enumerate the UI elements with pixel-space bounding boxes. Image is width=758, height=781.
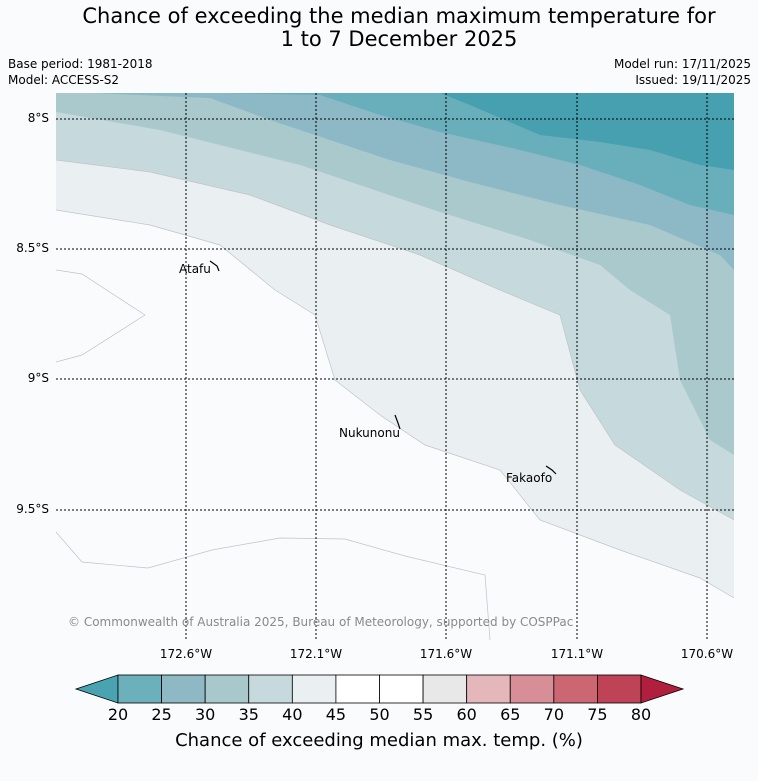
lon-label-172-1: 172.1°W	[289, 647, 343, 661]
colorbar-cell	[117, 674, 162, 704]
colorbar-tick-label: 55	[412, 705, 434, 724]
issued-date: Issued: 19/11/2025	[635, 73, 751, 87]
contour-40-edge	[55, 159, 735, 521]
colorbar-cell	[161, 674, 206, 704]
lat-label-9-5: 9.5°S	[16, 502, 49, 516]
colorbar-cell	[422, 674, 468, 704]
contour-45-edge	[55, 209, 735, 599]
atoll-nukunonu	[394, 414, 401, 430]
contour-left-a	[55, 269, 146, 363]
colorbar-tick-label: 20	[107, 705, 129, 724]
colorbar-tick-label: 25	[151, 705, 172, 724]
colorbar-tick-label: 80	[630, 705, 652, 724]
colorbar-tick-label: 50	[369, 705, 390, 724]
colorbar-over-arrow	[640, 674, 685, 704]
colorbar-under-arrow	[74, 674, 119, 704]
colorbar-label: Chance of exceeding median max. temp. (%…	[175, 730, 583, 751]
atolls	[209, 260, 557, 475]
band-20	[355, 93, 734, 170]
title-line-2: 1 to 7 December 2025	[280, 27, 518, 51]
colorbar-tick-label: 40	[282, 705, 303, 724]
base-period: Base period: 1981-2018	[8, 57, 153, 71]
colorbar-cell	[204, 674, 250, 704]
colorbar-tick-label: 75	[587, 705, 608, 724]
lon-label-170-6: 170.6°W	[680, 647, 734, 661]
colorbar-cells	[117, 674, 642, 704]
colorbar-tick-label: 45	[325, 705, 347, 724]
colorbar-tick-label: 65	[500, 705, 521, 724]
place-atafu: Atafu	[179, 262, 211, 276]
lon-label-171-1: 171.1°W	[550, 647, 604, 661]
colorbar	[74, 674, 685, 704]
colorbar-cell	[466, 674, 511, 704]
lat-label-8-5: 8.5°S	[16, 241, 49, 255]
contour-bottom	[55, 531, 491, 641]
colorbar-cell	[509, 674, 555, 704]
meta-right: Model run: 17/11/2025 Issued: 19/11/2025	[614, 56, 751, 88]
colorbar-tick-label: 60	[456, 705, 477, 724]
model-name: Model: ACCESS-S2	[8, 73, 120, 87]
colorbar-tick-label: 30	[194, 705, 216, 724]
place-fakaofo: Fakaofo	[506, 471, 553, 485]
colorbar-cell	[335, 674, 380, 704]
colorbar-cell	[248, 674, 293, 704]
atoll-atafu	[209, 260, 220, 272]
colorbar-tick-label: 35	[238, 705, 259, 724]
contour-lines	[55, 159, 735, 641]
colorbar-tick-label: 70	[543, 705, 565, 724]
lon-label-172-6: 172.6°W	[159, 647, 213, 661]
colorbar-cell	[291, 674, 337, 704]
lon-label-171-6: 171.6°W	[419, 647, 473, 661]
meta-left: Base period: 1981-2018 Model: ACCESS-S2	[8, 56, 153, 88]
graticule	[56, 93, 734, 640]
title-line-1: Chance of exceeding the median maximum t…	[82, 4, 716, 28]
chart-title: Chance of exceeding the median maximum t…	[0, 5, 758, 51]
model-run: Model run: 17/11/2025	[613, 57, 751, 71]
lat-label-8: 8°S	[27, 111, 49, 125]
colorbar-cell	[553, 674, 598, 704]
lat-label-9: 9°S	[27, 371, 49, 385]
copyright-notice: © Commonwealth of Australia 2025, Bureau…	[68, 615, 574, 629]
colorbar-cell	[597, 674, 642, 704]
atoll-fakaofo	[545, 465, 557, 475]
place-nukunonu: Nukunonu	[339, 426, 400, 440]
colorbar-cell	[379, 674, 424, 704]
contour-layer	[56, 93, 734, 640]
